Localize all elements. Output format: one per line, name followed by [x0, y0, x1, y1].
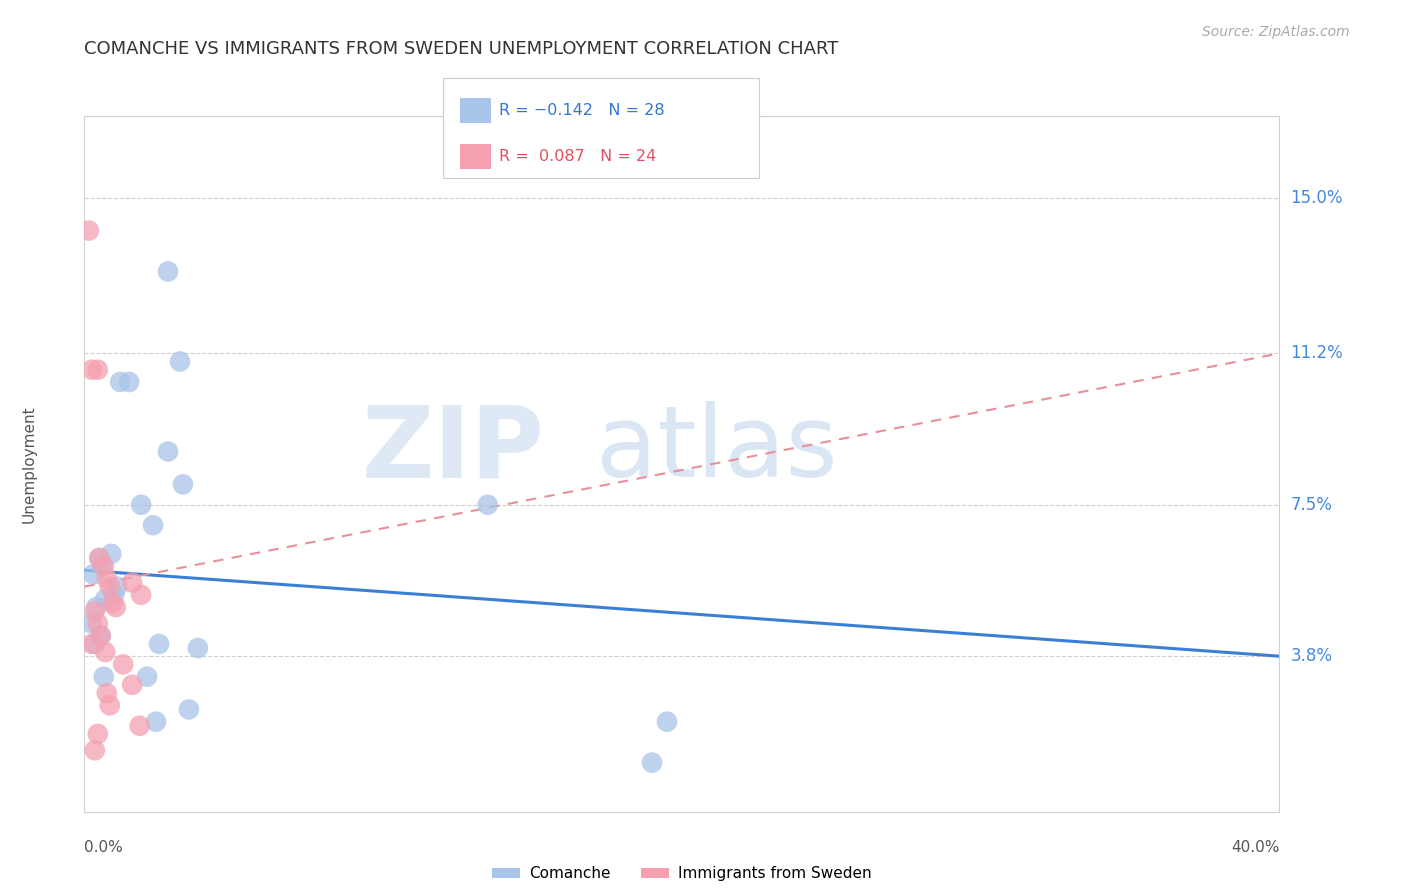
Text: R =  0.087   N = 24: R = 0.087 N = 24: [499, 149, 657, 164]
Point: [129, 588, 152, 602]
Text: R = −0.142   N = 28: R = −0.142 N = 28: [499, 103, 665, 118]
Point: [98, 580, 121, 594]
Point: [105, 580, 128, 594]
Text: Source: ZipAtlas.com: Source: ZipAtlas.com: [1202, 25, 1350, 39]
Point: [83, 604, 105, 618]
Point: [93, 559, 115, 574]
Point: [142, 518, 165, 533]
Point: [187, 640, 209, 655]
Point: [641, 756, 664, 770]
Point: [157, 264, 180, 278]
Point: [477, 498, 499, 512]
Point: [83, 743, 105, 757]
Point: [93, 670, 115, 684]
Text: 7.5%: 7.5%: [1291, 496, 1333, 514]
Point: [77, 223, 100, 237]
Text: ZIP: ZIP: [361, 401, 544, 499]
Point: [112, 657, 135, 672]
Point: [121, 678, 143, 692]
Point: [96, 571, 118, 585]
Point: [94, 645, 117, 659]
Point: [86, 600, 108, 615]
Point: [104, 600, 127, 615]
Point: [172, 477, 194, 491]
Point: [98, 698, 121, 713]
Point: [655, 714, 678, 729]
Point: [121, 575, 143, 590]
Point: [169, 354, 191, 368]
Point: [89, 551, 111, 566]
Point: [80, 637, 103, 651]
Point: [90, 629, 112, 643]
Point: [91, 559, 114, 574]
Point: [90, 629, 112, 643]
Point: [177, 702, 200, 716]
Text: 15.0%: 15.0%: [1291, 189, 1343, 207]
Point: [87, 727, 110, 741]
Text: Unemployment: Unemployment: [21, 405, 37, 523]
Point: [136, 670, 159, 684]
Point: [110, 375, 132, 389]
Text: COMANCHE VS IMMIGRANTS FROM SWEDEN UNEMPLOYMENT CORRELATION CHART: COMANCHE VS IMMIGRANTS FROM SWEDEN UNEMP…: [84, 40, 839, 58]
Point: [100, 547, 122, 561]
Point: [148, 637, 170, 651]
Text: 0.0%: 0.0%: [84, 839, 124, 855]
Point: [80, 616, 103, 631]
Text: atlas: atlas: [596, 401, 837, 499]
Point: [87, 616, 110, 631]
Text: 11.2%: 11.2%: [1291, 344, 1343, 362]
Point: [87, 362, 110, 376]
Point: [80, 362, 103, 376]
Point: [96, 686, 118, 700]
Point: [145, 714, 167, 729]
Point: [89, 551, 111, 566]
Point: [82, 567, 104, 582]
Point: [83, 637, 105, 651]
Point: [94, 591, 117, 606]
Point: [118, 375, 141, 389]
Legend: Comanche, Immigrants from Sweden: Comanche, Immigrants from Sweden: [486, 861, 877, 888]
Point: [128, 719, 150, 733]
Text: 40.0%: 40.0%: [1232, 839, 1279, 855]
Point: [103, 588, 125, 602]
Point: [157, 444, 180, 458]
Point: [101, 596, 124, 610]
Point: [129, 498, 152, 512]
Text: 3.8%: 3.8%: [1291, 648, 1333, 665]
